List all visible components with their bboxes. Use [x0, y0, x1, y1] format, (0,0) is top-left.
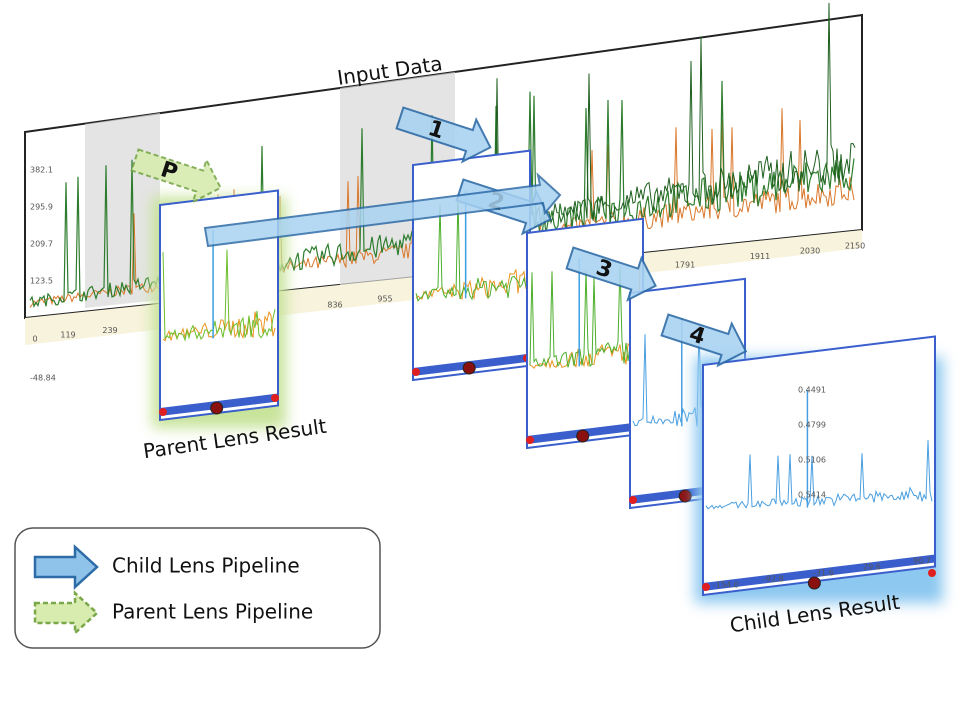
x-tick-label: 2030: [800, 246, 820, 255]
lens-panel: [695, 335, 943, 603]
legend-label: Parent Lens Pipeline: [112, 600, 313, 624]
range-handle: [576, 429, 590, 443]
y-tick-label: 0.5106: [798, 456, 826, 465]
range-handle: [928, 569, 936, 577]
lens-range-bar: [703, 554, 935, 591]
lens-panel: [152, 189, 286, 428]
y-tick-label: -48.84: [30, 374, 56, 383]
pipeline-arrow: P: [130, 148, 222, 204]
arrow-label: 1: [425, 116, 447, 145]
lens-frame: [702, 335, 936, 597]
range-handle: [629, 496, 637, 504]
range-handle: [526, 436, 534, 444]
x-tick-label: 0: [32, 334, 37, 343]
range-handle: [678, 489, 692, 503]
y-tick-label: 209.7: [30, 240, 53, 249]
y-tick-label: 382.1: [30, 166, 53, 175]
arrow-shape: [660, 313, 748, 368]
pipeline-arrow: [203, 172, 562, 248]
range-handle: [159, 408, 167, 416]
pipeline-arrow: 1: [395, 106, 492, 164]
pipeline-arrow: 4: [660, 313, 748, 368]
x-tick-label: -154.0: [713, 581, 739, 590]
legend-icon-child: [33, 544, 99, 590]
x-tick-label: 239: [102, 326, 117, 335]
range-handle: [702, 583, 710, 591]
signal: [162, 249, 276, 342]
y-tick-label: 295.9: [30, 203, 53, 212]
range-handle: [807, 576, 821, 590]
legend-box: [14, 527, 381, 649]
x-tick-label: -31.6: [813, 569, 834, 578]
legend-label: Child Lens Pipeline: [112, 554, 300, 578]
range-handle: [462, 361, 476, 375]
y-tick-label: 0.4799: [798, 421, 826, 430]
arrow-shape: [565, 246, 657, 302]
x-tick-label: 119: [60, 331, 75, 340]
x-tick-label: 836: [327, 300, 342, 309]
signal: [705, 440, 933, 510]
arrow-label: 3: [593, 255, 615, 284]
pipeline-arrow: 3: [565, 246, 657, 302]
x-tick-label: 955: [377, 295, 392, 304]
arrow-label: P: [158, 157, 181, 186]
x-tick-label: 1791: [675, 261, 695, 270]
x-tick-label: 90.7: [913, 557, 931, 566]
x-tick-label: 2150: [845, 241, 865, 250]
signal: [415, 269, 527, 301]
arrow-shape: [395, 106, 492, 164]
signal: [529, 265, 641, 368]
range-handle: [412, 368, 420, 376]
y-tick-label: 0.5414: [798, 491, 826, 500]
x-tick-label: 1911: [750, 252, 770, 261]
y-tick-label: 0.4491: [798, 386, 826, 395]
signal: [415, 195, 527, 302]
range-handle: [210, 401, 224, 415]
arrow-label: 4: [686, 322, 708, 351]
range-handle: [271, 394, 279, 402]
arrow-shape: [130, 148, 222, 204]
x-tick-label: 29.6: [863, 563, 881, 572]
x-tick-label: -92.8: [763, 575, 784, 584]
y-tick-label: 123.5: [30, 277, 53, 286]
legend-icon-parent: [33, 590, 99, 636]
